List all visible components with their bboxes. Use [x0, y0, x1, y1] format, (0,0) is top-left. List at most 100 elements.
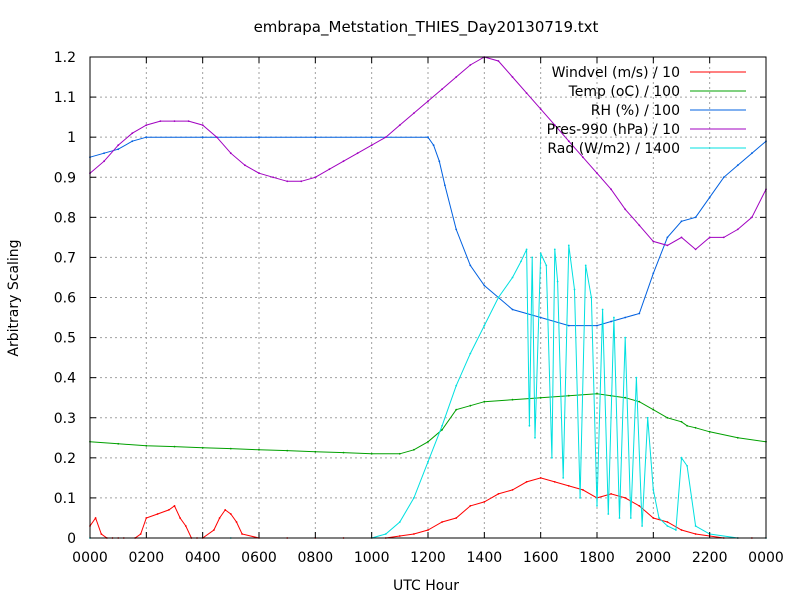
data-point [686, 424, 688, 427]
data-point [342, 451, 345, 454]
data-point [722, 176, 725, 179]
data-point [497, 60, 500, 62]
series-line-5 [90, 245, 766, 539]
x-tick-label: 0400 [185, 550, 221, 566]
data-point [590, 296, 593, 299]
y-tick-label: 0.8 [54, 210, 76, 226]
data-point [751, 216, 753, 219]
data-point [551, 456, 553, 459]
y-tick-label: 0.4 [54, 371, 76, 387]
data-point [469, 505, 472, 507]
y-tick-label: 0.6 [54, 291, 76, 307]
data-point [736, 436, 739, 439]
data-point [168, 509, 170, 511]
data-point [624, 396, 627, 399]
data-point [534, 436, 536, 439]
y-tick-label: 0 [67, 531, 76, 547]
data-point [272, 176, 274, 179]
data-point [624, 208, 627, 211]
data-point [483, 400, 486, 403]
data-point [483, 501, 486, 503]
data-point [556, 280, 559, 283]
data-point [596, 324, 598, 327]
data-point [413, 533, 415, 535]
data-point [370, 136, 373, 139]
data-point [356, 152, 359, 155]
data-point [441, 88, 443, 90]
data-point [511, 76, 514, 78]
chart-title: embrapa_Metstation_THIES_Day20130719.txt [254, 18, 599, 37]
data-point [694, 533, 697, 535]
data-point [652, 489, 655, 491]
data-point [173, 120, 176, 122]
data-point [469, 264, 472, 267]
data-point [736, 228, 739, 231]
axis-ticks: 0000 0200 0400 0600 0800 1000 1200 1400 1600 1800… [54, 50, 784, 566]
data-point [455, 517, 458, 519]
data-point [384, 533, 387, 535]
data-point [567, 324, 570, 327]
data-point [139, 533, 142, 535]
data-point [145, 517, 148, 519]
data-point [708, 236, 711, 239]
data-point [539, 108, 542, 110]
data-point [596, 505, 598, 507]
data-point [525, 92, 528, 94]
data-point [469, 64, 472, 66]
y-tick-label: 0.9 [54, 170, 76, 186]
y-tick-label: 0.2 [54, 451, 76, 467]
data-point [398, 124, 401, 126]
data-point [607, 513, 610, 515]
data-point [652, 408, 655, 411]
data-point [652, 517, 655, 519]
data-point [553, 124, 556, 126]
data-point [646, 416, 649, 419]
x-axis-label: UTC Hour [393, 578, 459, 594]
data-point [736, 164, 739, 167]
x-tick-label: 1600 [523, 550, 559, 566]
data-point [398, 521, 401, 523]
data-point [624, 336, 627, 339]
y-tick-label: 1 [67, 130, 76, 146]
data-point [314, 136, 317, 139]
data-point [511, 276, 514, 279]
data-point [117, 442, 120, 445]
data-point [117, 148, 120, 151]
data-point [156, 513, 159, 515]
data-point [629, 517, 632, 519]
data-point [300, 180, 303, 183]
data-point [694, 216, 697, 219]
data-point [638, 400, 641, 403]
data-point [652, 272, 655, 275]
data-point [596, 392, 598, 395]
x-tick-label: 1200 [410, 550, 446, 566]
x-tick-label: 0600 [241, 550, 277, 566]
data-point [686, 465, 688, 467]
data-point [553, 481, 556, 483]
data-point [201, 136, 204, 139]
legend-label: Rad (W/m2) / 1400 [547, 141, 680, 157]
data-point [258, 448, 260, 451]
data-point [441, 521, 443, 523]
data-point [314, 450, 317, 453]
data-point [184, 525, 187, 527]
data-point [582, 156, 584, 159]
data-point [613, 316, 615, 319]
data-point [103, 160, 105, 163]
data-point [427, 529, 429, 531]
data-point [455, 76, 458, 78]
legend: Windvel (m/s) / 10 Temp (oC) / 100 RH (%) … [547, 65, 746, 157]
data-point [328, 168, 331, 171]
data-point [567, 485, 570, 487]
data-point [145, 136, 148, 139]
data-point [235, 521, 238, 523]
data-point [539, 252, 542, 255]
data-point [413, 497, 415, 499]
data-point [596, 172, 598, 175]
data-point [244, 164, 246, 167]
data-point [469, 352, 472, 355]
data-point [213, 529, 215, 531]
data-point [582, 489, 584, 491]
data-point [258, 136, 260, 139]
